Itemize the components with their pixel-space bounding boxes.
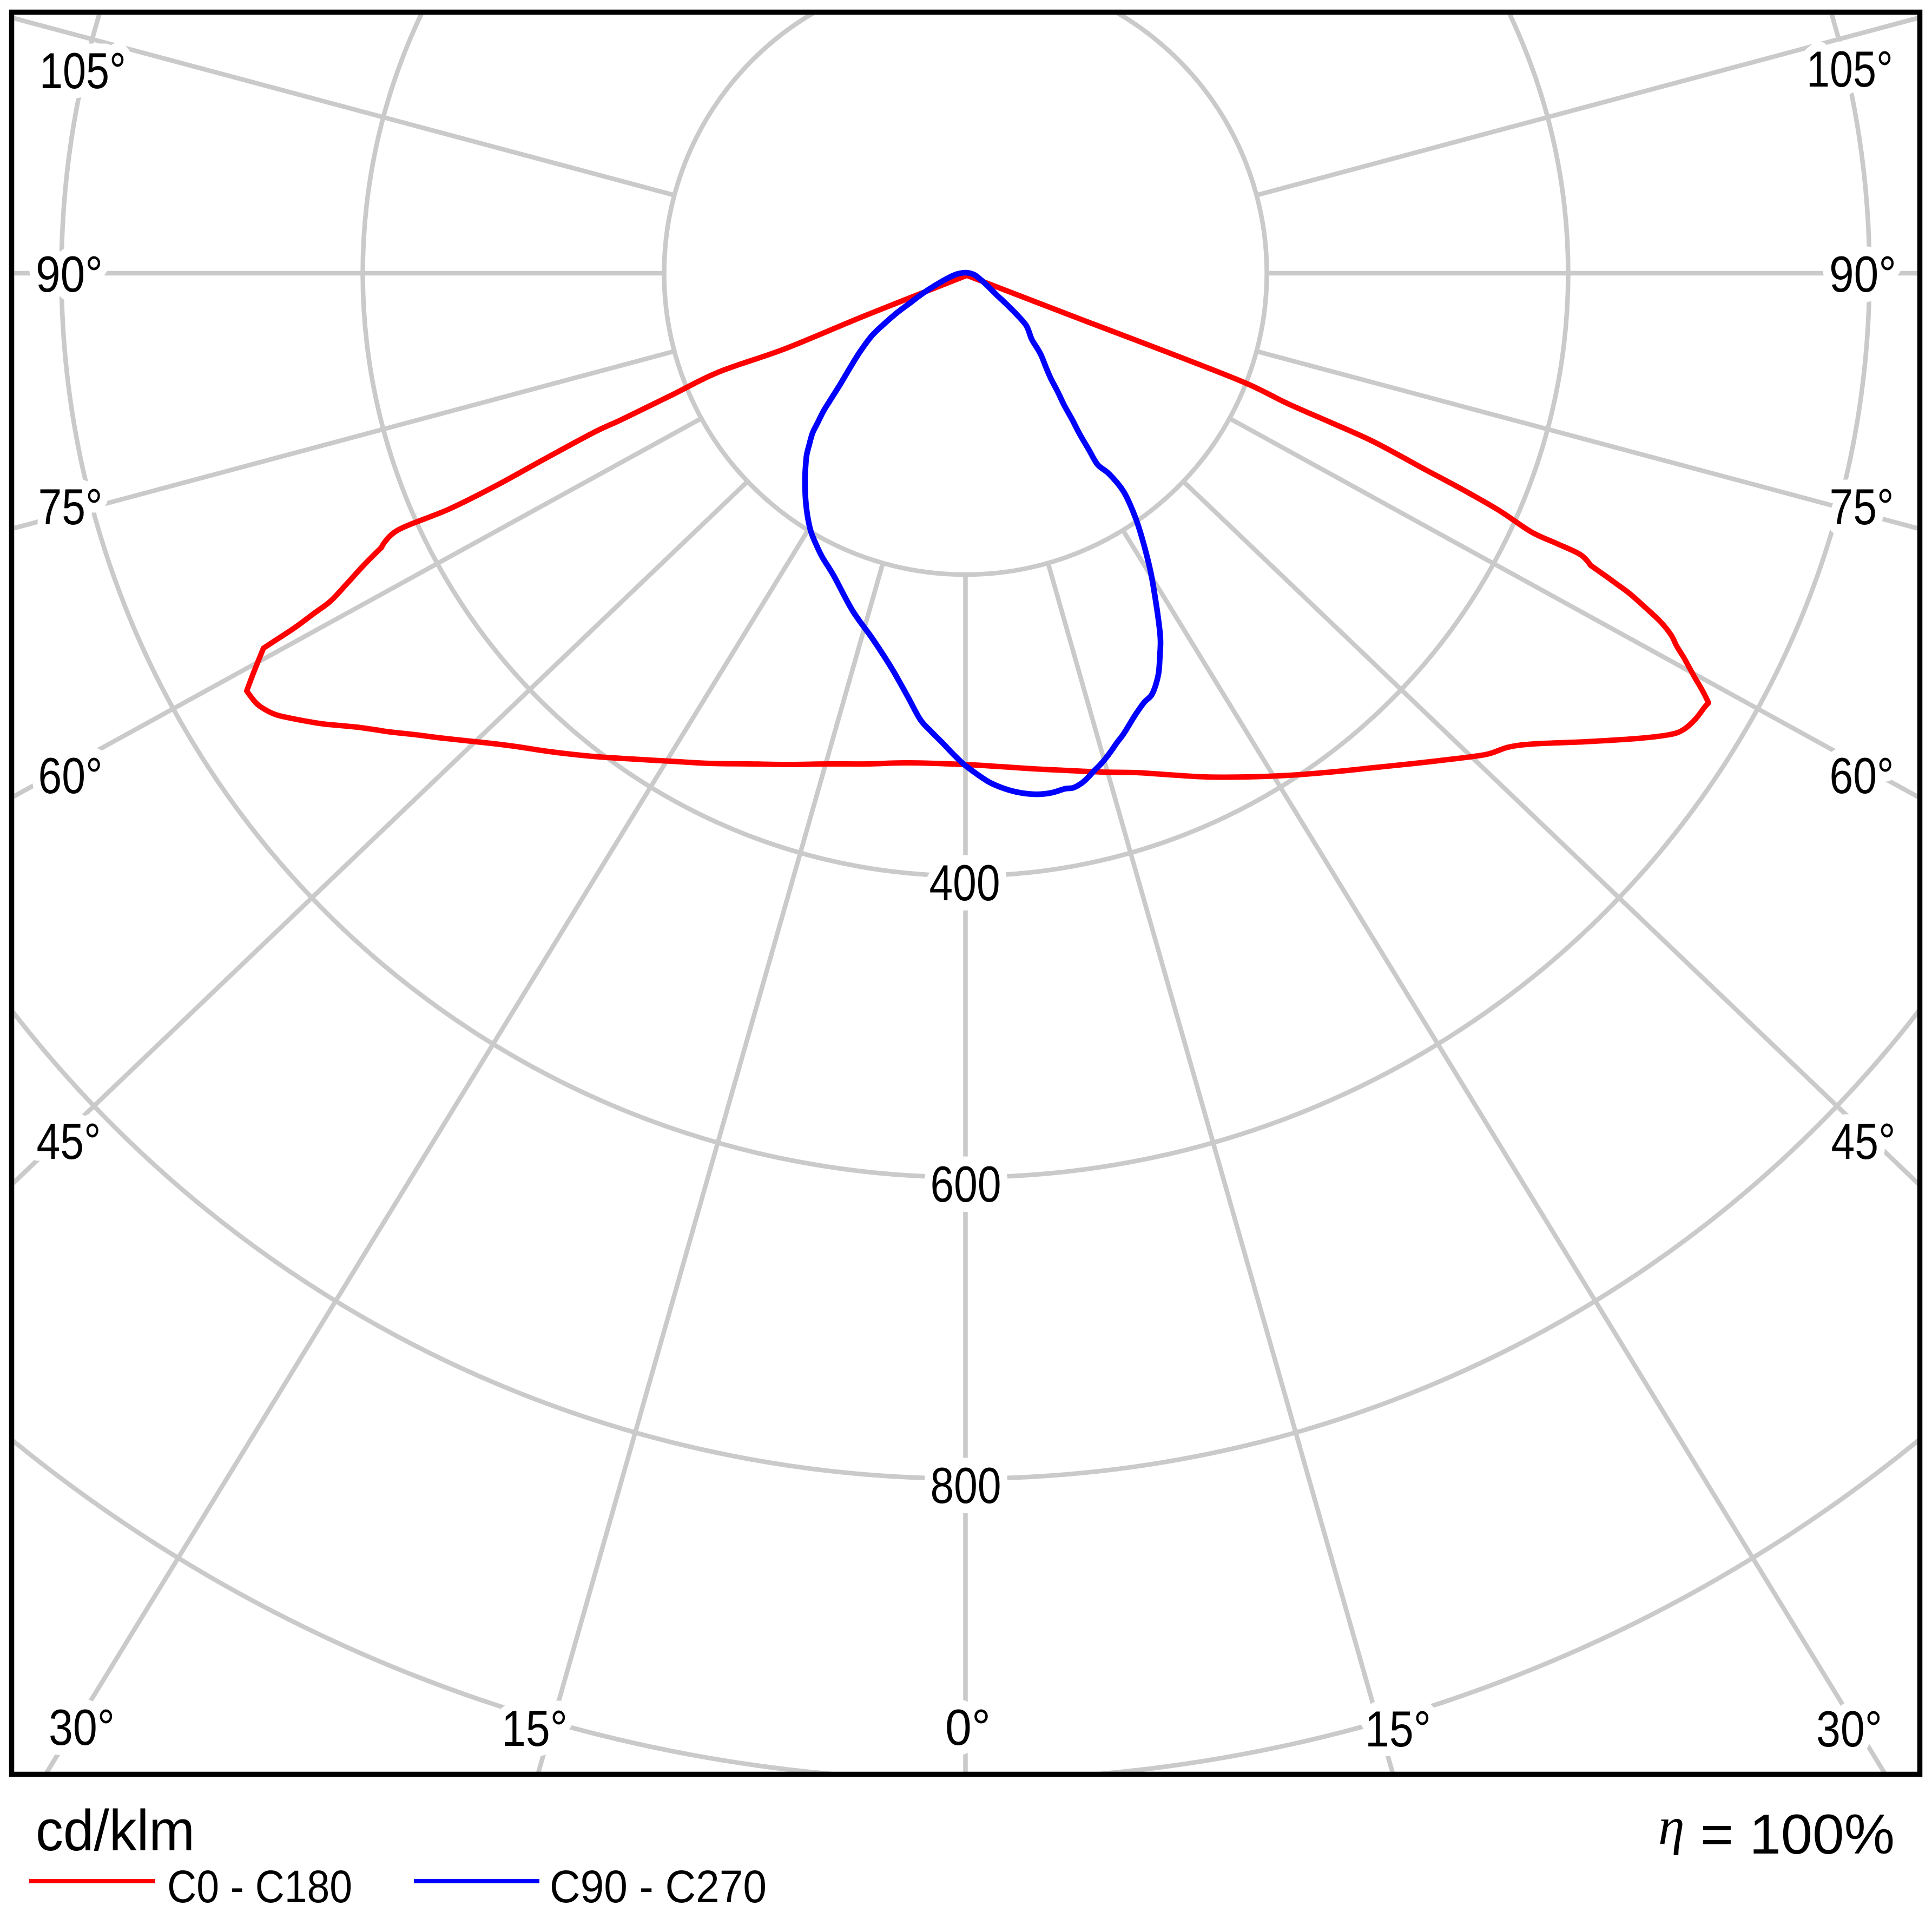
svg-text:60°: 60° bbox=[38, 747, 103, 804]
svg-text:C90 - C270: C90 - C270 bbox=[550, 1861, 767, 1912]
svg-text:15°: 15° bbox=[1365, 1700, 1431, 1757]
svg-text:400: 400 bbox=[929, 854, 1000, 911]
svg-text:30°: 30° bbox=[49, 1699, 115, 1756]
svg-text:90°: 90° bbox=[1829, 246, 1896, 302]
svg-text:0°: 0° bbox=[945, 1699, 991, 1756]
svg-text:C0 - C180: C0 - C180 bbox=[167, 1861, 352, 1912]
svg-text:75°: 75° bbox=[38, 478, 103, 535]
svg-text:45°: 45° bbox=[37, 1113, 101, 1170]
svg-text:105°: 105° bbox=[39, 42, 126, 99]
svg-text:800: 800 bbox=[931, 1457, 1001, 1514]
svg-text:45°: 45° bbox=[1831, 1113, 1896, 1170]
svg-text:90°: 90° bbox=[36, 246, 103, 302]
svg-text:60°: 60° bbox=[1830, 747, 1894, 804]
svg-text:cd/klm: cd/klm bbox=[36, 1798, 195, 1863]
svg-text:75°: 75° bbox=[1830, 478, 1894, 535]
svg-text:600: 600 bbox=[931, 1156, 1001, 1212]
svg-text:105°: 105° bbox=[1806, 41, 1893, 97]
svg-text:15°: 15° bbox=[502, 1700, 568, 1757]
svg-text:30°: 30° bbox=[1816, 1700, 1882, 1757]
svg-text:η = 100%: η = 100% bbox=[1658, 1797, 1895, 1866]
